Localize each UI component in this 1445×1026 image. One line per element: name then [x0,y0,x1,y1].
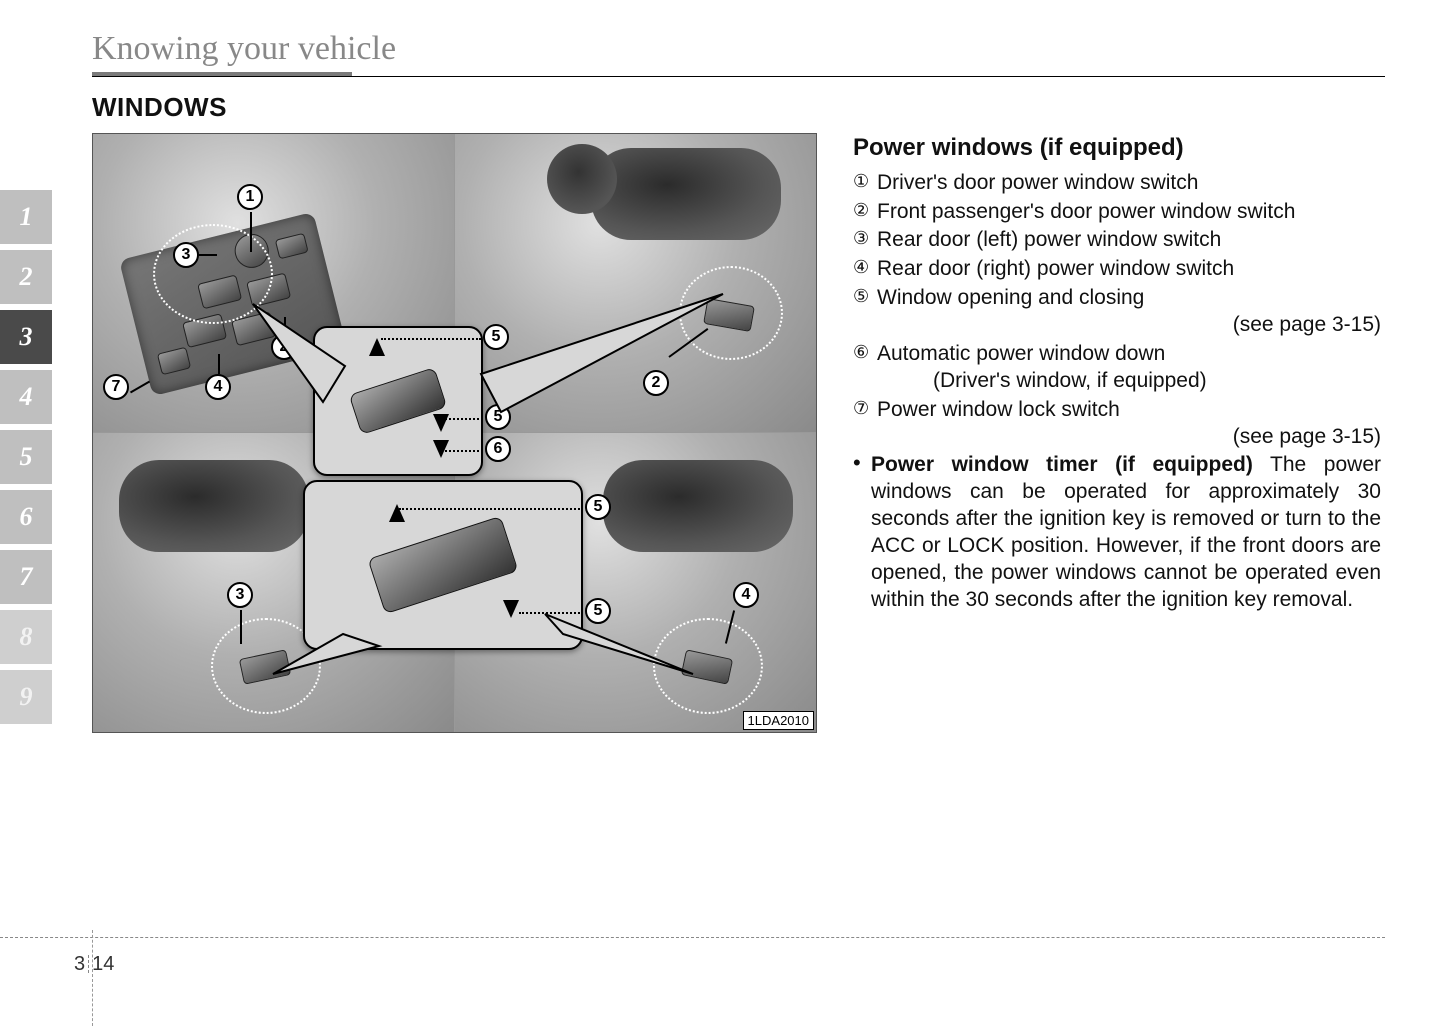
item-number: ⑥ [853,341,877,395]
section-title: WINDOWS [92,92,1385,123]
item-number: ⑦ [853,397,877,451]
callout-badge: 2 [643,370,669,396]
item-ref: (see page 3-15) [877,312,1381,339]
chapter-tab[interactable]: 5 [0,430,52,484]
callout-badge: 4 [733,582,759,608]
speaker-icon [547,144,617,214]
list-item: ⑥ Automatic power window down (Driver's … [853,341,1381,395]
chapter-tab[interactable]: 8 [0,610,52,664]
item-number: ③ [853,227,877,254]
inset-passenger-switch [303,480,583,650]
content-row: 1 3 2 4 7 5 5 6 5 5 2 3 [92,133,1385,733]
chapter-tab-active[interactable]: 3 [0,310,52,364]
inset-driver-switch [313,326,483,476]
door-handle-icon [591,148,781,240]
item-ref: (see page 3-15) [877,424,1381,451]
callout-badge: 6 [485,436,511,462]
window-lock-icon [157,347,191,376]
chapter-tab[interactable]: 6 [0,490,52,544]
header-rule [92,72,1385,78]
mirror-select-icon [275,233,309,260]
footer-rule [0,937,1385,938]
chapter-tab[interactable]: 2 [0,250,52,304]
callout-badge: 1 [237,184,263,210]
callout-badge: 3 [173,242,199,268]
chapter-tab[interactable]: 9 [0,670,52,724]
chapter-tabs: 1 2 3 4 5 6 7 8 9 [0,190,52,730]
bullet-body: The power windows can be operated for ap… [871,453,1381,610]
item-text: Driver's door power window switch [877,170,1381,197]
page-chapter: 3 [74,953,85,975]
page-num: 14 [92,953,114,975]
subsection-heading: Power windows (if equipped) [853,133,1381,164]
bullet-title: Power window timer (if equipped) [871,453,1253,476]
item-text: Front passenger's door power window swit… [877,199,1381,226]
callout-badge: 5 [585,598,611,624]
item-text: Automatic power window down (Driver's wi… [877,341,1381,395]
chapter-tab[interactable]: 7 [0,550,52,604]
list-item: ④ Rear door (right) power window switch [853,256,1381,283]
bullet-text: Power window timer (if equipped) The pow… [871,452,1381,613]
callout-badge: 3 [227,582,253,608]
item-text-main: Window opening and closing [877,286,1144,309]
callout-circle [653,618,763,714]
door-handle-icon [119,460,309,552]
item-text-main: Power window lock switch [877,398,1120,421]
item-text: Rear door (right) power window switch [877,256,1381,283]
bullet-icon: • [853,452,871,613]
callout-badge: 2 [271,334,297,360]
item-ref: (Driver's window, if equipped) [877,368,1381,395]
arrow-up-icon [369,338,385,356]
arrow-down-icon [433,440,449,458]
item-text: Power window lock switch (see page 3-15) [877,397,1381,451]
callout-circle [153,224,273,324]
list-item: ⑤ Window opening and closing (see page 3… [853,285,1381,339]
bullet-item: • Power window timer (if equipped) The p… [853,452,1381,613]
manual-page: Knowing your vehicle WINDOWS [0,0,1445,1026]
list-item: ⑦ Power window lock switch (see page 3-1… [853,397,1381,451]
callout-circle [679,266,783,360]
callout-badge: 4 [205,374,231,400]
page-number: 3 14 [74,953,114,976]
door-handle-icon [603,460,793,552]
rocker-switch-icon [367,516,518,614]
item-number: ④ [853,256,877,283]
item-number: ⑤ [853,285,877,339]
item-text: Window opening and closing (see page 3-1… [877,285,1381,339]
list-item: ③ Rear door (left) power window switch [853,227,1381,254]
arrow-down-icon [433,414,449,432]
list-item: ② Front passenger's door power window sw… [853,199,1381,226]
windows-diagram: 1 3 2 4 7 5 5 6 5 5 2 3 [92,133,817,733]
callout-badge: 5 [483,324,509,350]
item-text-main: Automatic power window down [877,342,1165,365]
chapter-tab[interactable]: 1 [0,190,52,244]
item-number: ② [853,199,877,226]
chapter-title: Knowing your vehicle [92,30,1385,72]
footer-vrule [92,930,93,1026]
callout-badge: 5 [585,494,611,520]
text-column: Power windows (if equipped) ① Driver's d… [817,133,1385,614]
callout-badge: 5 [485,404,511,430]
arrow-up-icon [389,504,405,522]
callout-badge: 7 [103,374,129,400]
item-text: Rear door (left) power window switch [877,227,1381,254]
chapter-tab[interactable]: 4 [0,370,52,424]
list-item: ① Driver's door power window switch [853,170,1381,197]
image-reference-code: 1LDA2010 [743,711,814,730]
arrow-down-icon [503,600,519,618]
item-number: ① [853,170,877,197]
